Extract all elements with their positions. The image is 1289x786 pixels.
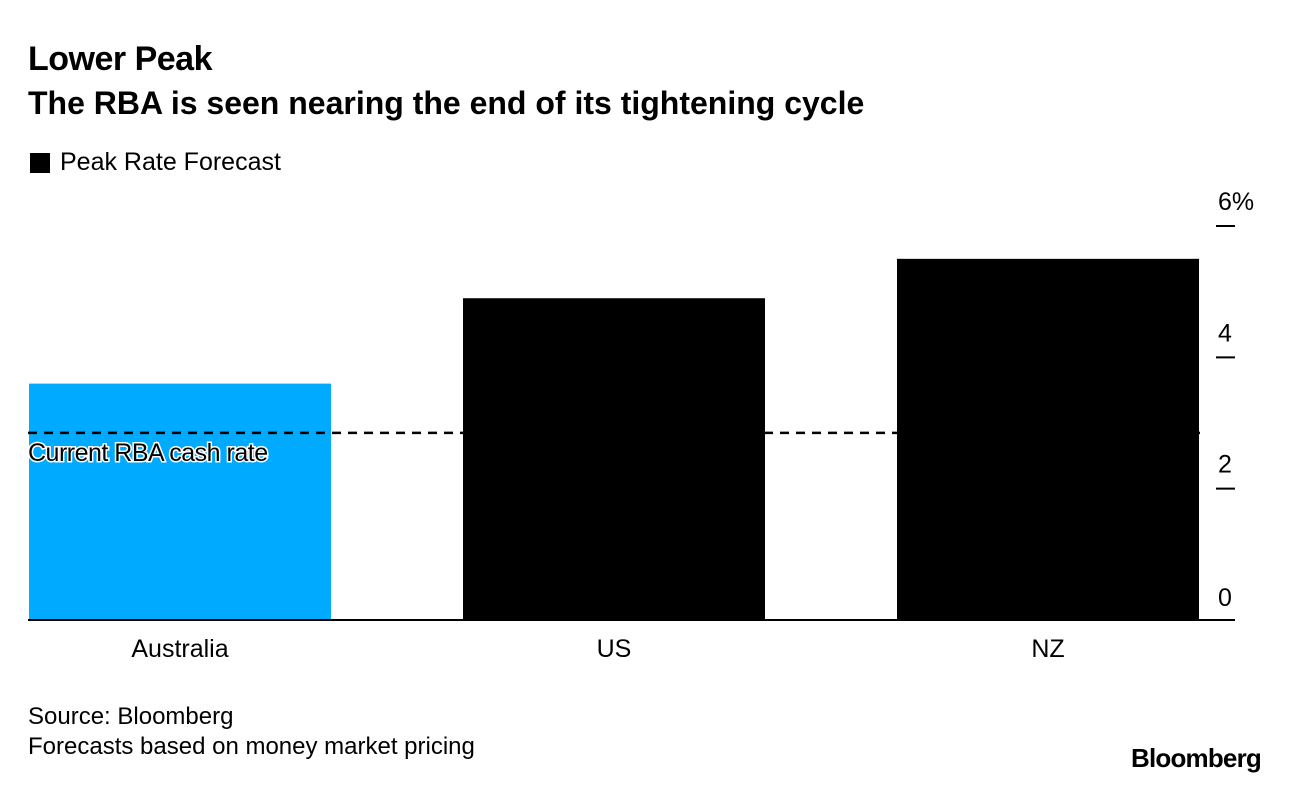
bar-nz	[897, 258, 1199, 620]
bar-australia	[29, 383, 331, 620]
legend: Peak Rate Forecast	[30, 148, 281, 177]
chart-title: Lower Peak	[28, 40, 212, 78]
footnote: Forecasts based on money market pricing	[28, 733, 475, 760]
source-note: Source: Bloomberg	[28, 703, 234, 730]
chart-subtitle: The RBA is seen nearing the end of its t…	[28, 85, 865, 121]
x-tick-label-australia: Australia	[131, 635, 228, 663]
y-tick-label-0: 0	[1218, 584, 1232, 612]
legend-label: Peak Rate Forecast	[60, 148, 281, 176]
y-tick-label-6: 6%	[1218, 188, 1254, 216]
y-tick-label-4: 4	[1218, 319, 1232, 347]
x-tick-label-us: US	[597, 635, 632, 663]
bar-chart: Australia US NZ Current RBA cash rate 0 2 4 6%	[27, 188, 1255, 663]
x-tick-label-nz: NZ	[1031, 635, 1064, 663]
bloomberg-logo: Bloomberg	[1130, 743, 1262, 773]
y-tick-label-2: 2	[1218, 451, 1232, 479]
bar-us	[463, 298, 765, 620]
legend-swatch	[30, 152, 50, 173]
reference-line-label: Current RBA cash rate	[28, 439, 268, 467]
